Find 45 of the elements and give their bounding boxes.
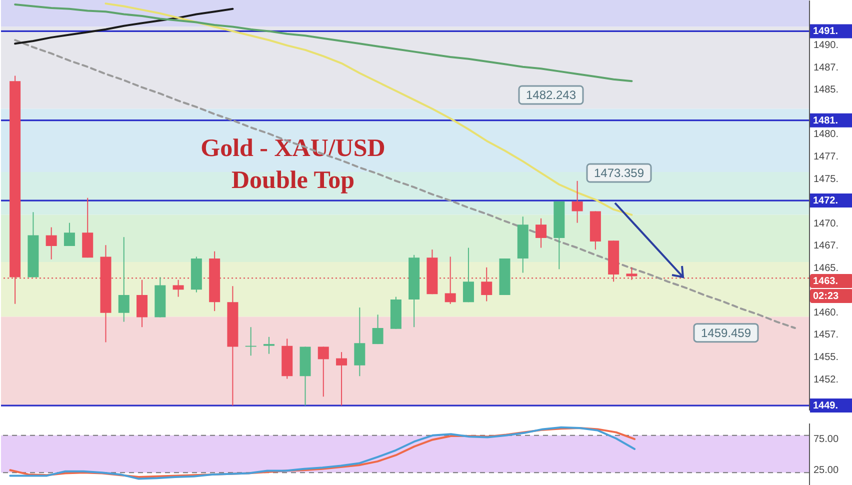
candlestick bbox=[481, 266, 492, 302]
ref-line-label: 1491. bbox=[813, 26, 838, 38]
y-tick-label: 1480. bbox=[814, 129, 839, 140]
text: 02:23 bbox=[813, 291, 840, 302]
text: 1463. bbox=[813, 276, 838, 287]
candlestick bbox=[354, 307, 366, 377]
ref-line-label: 1481. bbox=[813, 115, 838, 126]
text: Double Top bbox=[232, 167, 354, 194]
y-tick-label: 1465. bbox=[814, 262, 839, 274]
ref-line-label: 1449. bbox=[813, 400, 838, 412]
candlestick bbox=[46, 226, 57, 260]
candlestick bbox=[318, 346, 329, 398]
y-tick-label: 25.00 bbox=[814, 465, 839, 476]
y-tick-label: 75.00 bbox=[814, 434, 839, 445]
candlestick bbox=[172, 279, 184, 298]
y-tick-label: 1477. bbox=[814, 151, 839, 162]
candlestick bbox=[336, 352, 348, 406]
annotation: 1459.459 bbox=[700, 326, 752, 340]
y-tick-label: 1460. bbox=[814, 307, 839, 318]
y-tick-label: 1467. bbox=[814, 240, 839, 252]
candlestick bbox=[136, 279, 148, 328]
candlestick bbox=[372, 314, 384, 345]
annotation: 1473.359 bbox=[594, 166, 644, 180]
y-tick-label: 1490. bbox=[814, 40, 839, 52]
candlestick bbox=[536, 218, 547, 248]
candlestick bbox=[626, 266, 638, 280]
candlestick bbox=[263, 336, 274, 354]
y-tick-label: 1487. bbox=[814, 62, 839, 74]
candlestick bbox=[462, 247, 474, 303]
line-series bbox=[14, 8, 234, 45]
ref-line-label: 1472. bbox=[813, 196, 838, 207]
candlestick bbox=[118, 236, 130, 322]
y-tick-label: 1475. bbox=[814, 174, 839, 185]
y-tick-label: 1470. bbox=[814, 218, 839, 230]
annotation: 1482.243 bbox=[526, 88, 576, 102]
line-series bbox=[14, 39, 796, 329]
candlestick bbox=[572, 180, 583, 224]
line-series bbox=[14, 3, 633, 82]
y-tick-label: 1452. bbox=[814, 374, 839, 386]
y-tick-label: 1455. bbox=[814, 352, 839, 364]
y-tick-label: 1485. bbox=[814, 84, 839, 96]
text: Gold - XAU/USD bbox=[200, 135, 386, 162]
candlestick bbox=[64, 222, 75, 246]
candlestick bbox=[444, 256, 456, 304]
y-tick-label: 1457. bbox=[814, 330, 839, 341]
